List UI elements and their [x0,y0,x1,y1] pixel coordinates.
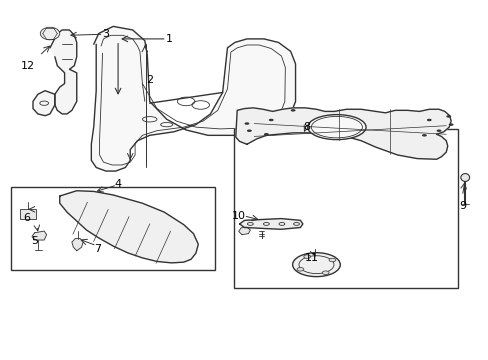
Polygon shape [91,26,295,171]
Polygon shape [238,227,250,235]
Bar [11,187,215,270]
Ellipse shape [448,123,453,126]
Ellipse shape [246,130,251,132]
Polygon shape [60,191,198,263]
Ellipse shape [264,133,268,135]
Polygon shape [72,239,83,251]
Polygon shape [235,108,450,159]
Text: 8: 8 [303,122,310,132]
Text: 7: 7 [94,244,101,253]
Ellipse shape [268,119,273,121]
Ellipse shape [446,115,450,118]
Polygon shape [33,91,55,116]
Ellipse shape [303,255,310,258]
Text: 9: 9 [458,201,465,211]
Text: 12: 12 [21,61,35,71]
Ellipse shape [292,253,340,276]
Text: 1: 1 [165,34,172,44]
Ellipse shape [460,174,468,181]
Ellipse shape [244,122,249,125]
Text: 2: 2 [146,75,153,85]
Ellipse shape [290,109,295,112]
Text: 6: 6 [23,212,30,222]
Bar [20,208,36,219]
Polygon shape [50,30,77,114]
Ellipse shape [328,258,335,262]
Ellipse shape [307,114,366,140]
Polygon shape [239,219,302,229]
Text: 5: 5 [31,237,38,247]
Ellipse shape [296,267,303,271]
Ellipse shape [426,119,431,121]
Ellipse shape [421,134,426,136]
Ellipse shape [436,130,441,132]
Text: 11: 11 [304,253,318,263]
Text: 4: 4 [114,179,122,189]
Ellipse shape [322,271,328,274]
Bar [233,129,458,288]
Polygon shape [32,231,46,240]
Text: 10: 10 [231,211,245,221]
Text: 3: 3 [102,28,109,39]
Ellipse shape [40,27,60,40]
